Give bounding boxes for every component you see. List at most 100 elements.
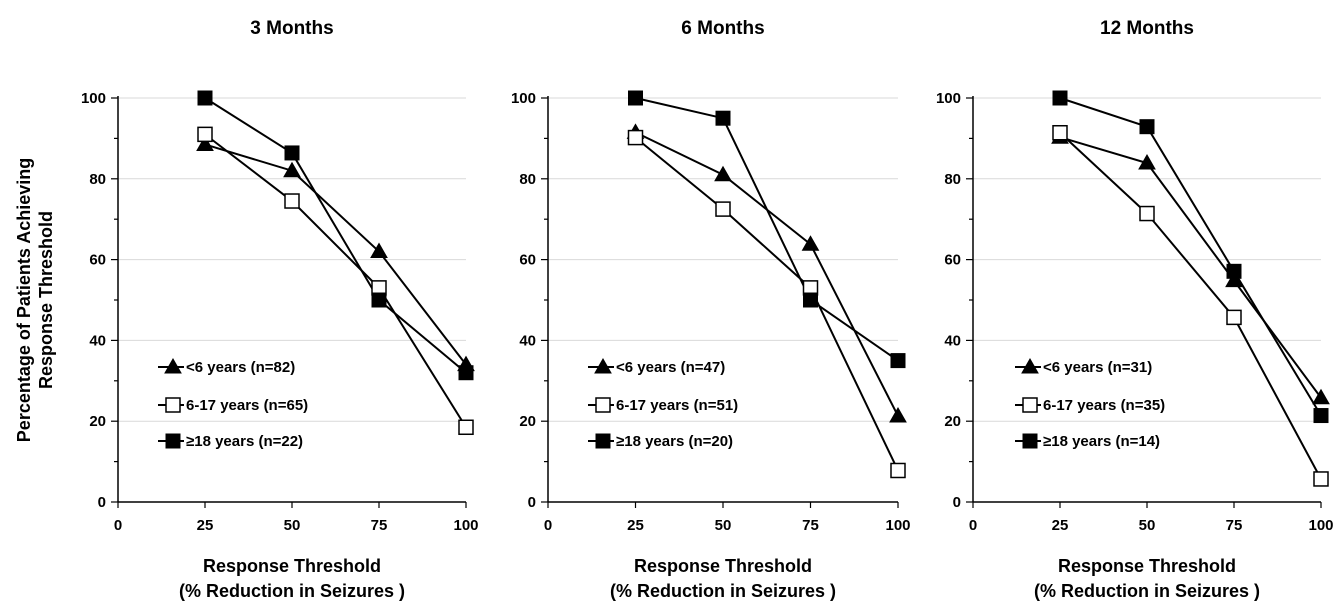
data-point-series-3 (458, 365, 474, 381)
series-line-2 (1059, 132, 1322, 480)
legend-label: 6-17 years (n=35) (1043, 397, 1165, 414)
data-point-series-3 (1226, 263, 1242, 279)
y-tick-label: 0 (528, 494, 536, 511)
y-tick-label: 20 (944, 413, 961, 430)
panel-title: 12 Months (1100, 18, 1194, 39)
x-tick-label: 0 (114, 517, 122, 534)
legend-marker (594, 357, 612, 374)
panel-3: 12 Months 0 20 40 60 80 100 0 25 50 75 100 Response … (936, 18, 1334, 601)
y-tick-label: 100 (936, 90, 961, 107)
series-line-1 (1059, 136, 1322, 399)
data-point-series-3 (284, 145, 300, 161)
x-tick-label: 25 (1052, 517, 1069, 534)
data-point-series-2 (1052, 124, 1068, 141)
x-tick-label: 50 (1139, 517, 1156, 534)
x-axis-title: (% Reduction in Seizures ) (1034, 581, 1260, 601)
data-point-series-2 (715, 201, 731, 217)
panel-2: 6 Months 0 20 40 60 80 100 0 25 50 75 100 Response T… (511, 18, 911, 601)
data-point-series-2 (1313, 471, 1329, 487)
legend-label: ≥18 years (n=14) (1043, 433, 1160, 450)
data-point-series-3 (197, 90, 213, 106)
panel-1: 3 Months 0 20 40 60 80 100 0 25 50 75 100 Response T… (14, 18, 479, 601)
data-point-series-1 (1312, 388, 1330, 405)
y-tick-label: 80 (519, 171, 536, 188)
data-point-series-1 (714, 165, 732, 182)
x-axis-title: (% Reduction in Seizures ) (179, 581, 405, 601)
data-point-series-1 (196, 135, 214, 151)
data-point-series-3 (1313, 408, 1329, 424)
y-tick-label: 60 (519, 252, 536, 269)
legend-marker (165, 397, 181, 413)
x-tick-label: 0 (544, 517, 552, 534)
series-line-3 (204, 97, 467, 374)
legend-label: <6 years (n=47) (616, 359, 725, 376)
y-tick-label: 100 (511, 90, 536, 107)
data-point-series-1 (370, 242, 388, 259)
y-tick-label: 20 (89, 413, 106, 430)
legend-label: 6-17 years (n=51) (616, 397, 738, 414)
series-line-2 (634, 136, 899, 471)
legend-marker (1021, 357, 1039, 374)
legend-marker (595, 433, 611, 449)
y-tick-label: 0 (953, 494, 961, 511)
legend-label: ≥18 years (n=22) (186, 433, 303, 450)
legend-marker (1022, 397, 1038, 413)
x-axis-title: Response Threshold (1058, 556, 1236, 576)
data-point-series-2 (1139, 205, 1155, 222)
x-tick-label: 25 (197, 517, 214, 534)
x-tick-label: 0 (969, 517, 977, 534)
series-line-3 (1059, 97, 1322, 417)
data-point-series-3 (890, 353, 906, 369)
y-tick-label: 40 (944, 332, 961, 349)
x-tick-label: 100 (1308, 517, 1333, 534)
x-axis-title: Response Threshold (634, 556, 812, 576)
data-point-series-1 (889, 406, 907, 423)
x-axis-title: Response Threshold (203, 556, 381, 576)
data-point-series-2 (284, 193, 300, 209)
data-point-series-3 (1052, 90, 1068, 106)
x-axis-title: (% Reduction in Seizures ) (610, 581, 836, 601)
x-tick-label: 25 (627, 517, 644, 534)
y-tick-label: 20 (519, 413, 536, 430)
data-point-series-2 (458, 419, 474, 436)
y-tick-label: 40 (89, 332, 106, 349)
x-tick-label: 100 (885, 517, 910, 534)
x-tick-label: 75 (371, 517, 388, 534)
data-point-series-2 (890, 462, 906, 479)
series-line-2 (204, 133, 467, 428)
y-tick-label: 40 (519, 332, 536, 349)
y-axis-title: Response Threshold (36, 211, 56, 389)
data-point-series-2 (1226, 309, 1242, 326)
data-point-series-3 (628, 90, 643, 106)
y-tick-label: 0 (98, 494, 106, 511)
data-point-series-2 (627, 129, 644, 146)
legend-label: <6 years (n=31) (1043, 359, 1152, 376)
x-tick-label: 75 (802, 517, 819, 534)
data-point-series-3 (715, 110, 731, 126)
legend-marker (595, 397, 611, 413)
data-point-series-1 (283, 161, 301, 178)
legend-label: ≥18 years (n=20) (616, 433, 733, 450)
panel-title: 3 Months (250, 18, 333, 39)
data-point-series-3 (803, 292, 818, 308)
legend-marker (164, 357, 182, 374)
panel-title: 6 Months (681, 18, 764, 39)
x-tick-label: 50 (284, 517, 301, 534)
y-axis-title: Percentage of Patients Achieving (14, 158, 34, 442)
y-tick-label: 80 (89, 171, 106, 188)
series-line-1 (204, 143, 467, 366)
legend-label: 6-17 years (n=65) (186, 397, 308, 414)
series-line-3 (635, 97, 899, 362)
legend-marker (1022, 433, 1038, 449)
y-tick-label: 80 (944, 171, 961, 188)
data-point-series-1 (1138, 154, 1156, 170)
data-point-series-1 (1225, 271, 1243, 288)
legend-marker (165, 433, 181, 449)
data-point-series-2 (197, 126, 213, 143)
x-tick-label: 50 (715, 517, 732, 534)
y-tick-label: 60 (944, 252, 961, 269)
y-tick-label: 60 (89, 252, 106, 269)
data-point-series-3 (371, 292, 387, 308)
legend-label: <6 years (n=82) (186, 359, 295, 376)
